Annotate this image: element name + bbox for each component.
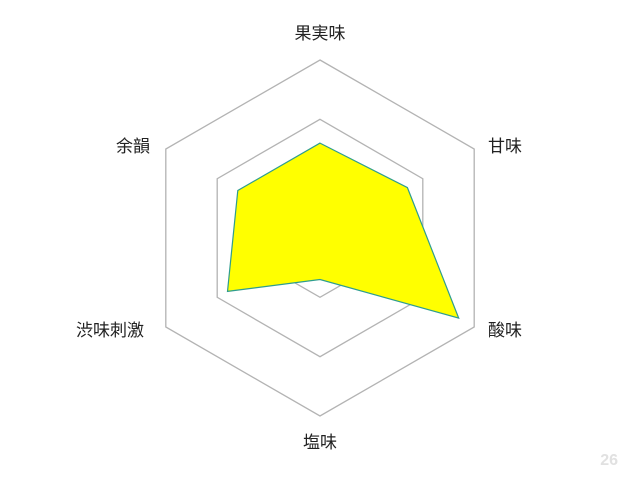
radar-series [226, 142, 460, 320]
axis-label-finish: 余韻 [116, 137, 150, 157]
axis-label-acidity: 酸味 [488, 321, 522, 341]
grid-ring-2 [216, 118, 424, 358]
axis-label-sweetness: 甘味 [488, 137, 522, 157]
axis-label-saltiness: 塩味 [303, 433, 337, 453]
grid-ring-3 [165, 59, 475, 417]
axis-label-astringency: 渋味刺激 [76, 321, 144, 341]
series-area-0 [226, 142, 460, 320]
axis-label-fruitiness: 果実味 [295, 24, 346, 44]
page-number: 26 [600, 452, 618, 469]
